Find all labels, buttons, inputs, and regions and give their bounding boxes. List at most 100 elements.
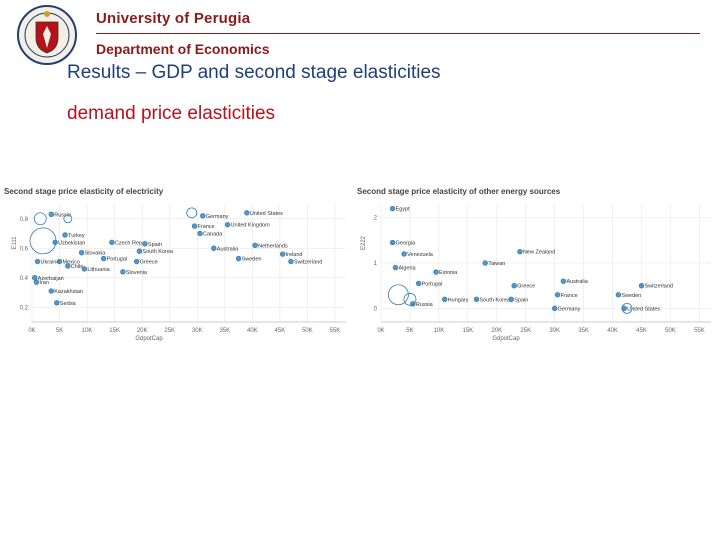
data-point xyxy=(252,242,258,248)
data-point-label: Australia xyxy=(566,279,588,285)
data-point xyxy=(32,275,38,281)
x-tick-label: 20K xyxy=(137,328,148,334)
data-point xyxy=(54,300,60,306)
data-point-label: Georgia xyxy=(396,241,417,247)
y-tick-label: 0.8 xyxy=(20,217,29,223)
data-point xyxy=(34,258,41,265)
x-tick-label: 10K xyxy=(434,328,445,334)
x-tick-label: 40K xyxy=(247,328,258,334)
x-tick-label: 10K xyxy=(82,328,93,334)
data-point xyxy=(441,296,448,303)
data-point-label: France xyxy=(561,293,578,299)
x-tick-label: 5K xyxy=(56,328,63,334)
x-tick-label: 55K xyxy=(694,328,705,334)
x-tick-label: 25K xyxy=(164,328,175,334)
data-point xyxy=(279,251,286,257)
data-point xyxy=(200,213,206,219)
x-tick-label: 45K xyxy=(636,328,647,334)
data-point xyxy=(389,239,396,246)
data-point-label: Spain xyxy=(148,242,162,248)
data-point xyxy=(48,211,54,218)
data-point xyxy=(508,296,514,303)
x-tick-label: 20K xyxy=(491,328,502,334)
data-point-label: Uzbekistan xyxy=(58,240,85,246)
data-point xyxy=(142,241,148,247)
x-tick-label: 50K xyxy=(302,328,313,334)
data-point xyxy=(554,292,561,298)
data-point-label: Hungary xyxy=(448,297,469,303)
data-point-label: Ukraine xyxy=(41,260,60,266)
data-point xyxy=(136,248,143,254)
data-point-label: Greece xyxy=(140,260,158,266)
data-point-label: Netherlands xyxy=(258,243,288,249)
data-point-label: Sweden xyxy=(621,293,641,299)
data-point xyxy=(120,269,126,275)
data-point xyxy=(415,280,422,287)
x-tick-label: 40K xyxy=(607,328,618,334)
data-point-label: Greece xyxy=(517,284,535,290)
data-point xyxy=(288,258,294,265)
data-point xyxy=(33,279,40,285)
data-point-label: Portugal xyxy=(422,281,443,287)
data-point-label: Taiwan xyxy=(488,261,505,267)
data-point xyxy=(109,239,115,246)
header-department: Department of Economics xyxy=(96,41,270,57)
cluster-marker xyxy=(33,212,47,226)
data-point xyxy=(433,269,439,275)
data-point-label: France xyxy=(198,224,215,230)
data-point xyxy=(638,282,645,289)
data-point-label: Portugal xyxy=(107,257,128,263)
data-point-label: South Korea xyxy=(142,249,174,255)
data-point-label: United States xyxy=(627,306,660,312)
x-tick-label: 45K xyxy=(275,328,286,334)
data-point xyxy=(511,282,517,289)
data-point xyxy=(482,260,488,266)
data-point xyxy=(560,278,567,284)
data-point xyxy=(191,223,198,229)
data-point xyxy=(62,232,68,238)
data-point-label: Estonia xyxy=(439,270,458,276)
data-point xyxy=(551,305,558,312)
data-point-label: Switzerland xyxy=(645,284,673,290)
y-axis-label: E111 xyxy=(12,236,18,250)
data-point xyxy=(211,245,217,251)
chart-other-energy: 0K 5K 10K 15K 20K 25K 30K 35K 40K 45K 50K 55K 0 1 2 Gdp… xyxy=(361,204,711,342)
x-tick-label: 35K xyxy=(578,328,589,334)
data-point-label: Lithuania xyxy=(87,267,110,273)
data-point xyxy=(517,248,523,255)
cluster-marker xyxy=(63,214,73,224)
data-point-label: Turkey xyxy=(68,233,85,239)
x-tick-label: 0K xyxy=(377,328,384,334)
x-axis-label: GdpotCap xyxy=(492,336,520,342)
data-point-label: Switzerland xyxy=(294,260,322,266)
data-point xyxy=(197,230,203,237)
data-point-label: Australia xyxy=(217,246,239,252)
x-tick-label: 55K xyxy=(330,328,341,334)
data-point xyxy=(392,264,399,271)
cluster-marker xyxy=(621,302,633,314)
y-tick-label: 2 xyxy=(374,216,378,222)
data-point-label: New Zealand xyxy=(523,250,555,256)
y-tick-label: 0.4 xyxy=(20,276,29,282)
chart-electricity-title: Second stage price elasticity of electri… xyxy=(4,187,164,196)
cluster-marker xyxy=(403,292,417,306)
data-point-label: Iran xyxy=(39,280,48,286)
data-point xyxy=(224,221,231,228)
data-point xyxy=(78,249,85,256)
data-point-label: Serbia xyxy=(60,301,77,307)
y-tick-label: 0.6 xyxy=(20,246,29,252)
x-tick-label: 15K xyxy=(462,328,473,334)
data-point-label: Russia xyxy=(54,212,72,218)
data-point-label: Russia xyxy=(416,302,434,308)
y-tick-label: 0.2 xyxy=(20,305,29,311)
data-point xyxy=(81,266,88,272)
data-point-label: Chile xyxy=(71,264,84,270)
y-tick-label: 1 xyxy=(374,261,378,267)
header-divider xyxy=(96,33,700,34)
data-point-label: Mexico xyxy=(63,260,80,266)
x-tick-label: 15K xyxy=(109,328,120,334)
data-point-label: Ireland xyxy=(286,252,303,258)
cluster-marker xyxy=(29,227,57,255)
x-tick-label: 35K xyxy=(219,328,230,334)
data-point xyxy=(389,205,396,212)
